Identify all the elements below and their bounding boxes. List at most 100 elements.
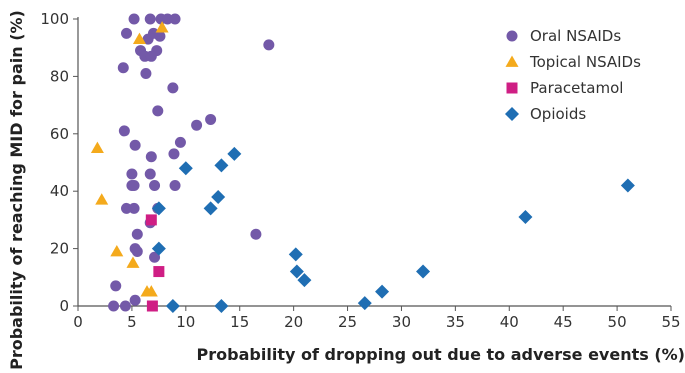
oral-nsaids-point xyxy=(128,202,140,214)
oral-nsaids-point xyxy=(119,300,131,312)
oral-nsaids-point xyxy=(140,68,152,80)
opioids-point xyxy=(178,161,193,176)
opioids-point xyxy=(288,247,303,262)
oral-nsaids-point xyxy=(250,228,262,240)
opioids-point xyxy=(297,273,312,288)
topical-nsaids-point xyxy=(90,141,104,154)
oral-nsaids-point xyxy=(131,228,143,240)
opioids-point xyxy=(375,284,390,299)
paracetamol-point xyxy=(153,266,165,278)
opioids-point xyxy=(289,264,304,279)
opioids-point xyxy=(357,296,372,311)
oral-nsaids-point xyxy=(121,202,133,214)
oral-nsaids-point xyxy=(110,280,122,292)
opioids-point xyxy=(227,146,242,161)
series-paracetamol xyxy=(145,214,165,312)
oral-nsaids-point xyxy=(129,139,141,151)
legend-label-oral-nsaids: Oral NSAIDs xyxy=(530,27,621,45)
legend-label-topical-nsaids: Topical NSAIDs xyxy=(529,53,641,71)
legend-marker-paracetamol xyxy=(506,82,518,94)
oral-nsaids-point xyxy=(118,125,130,137)
opioids-point xyxy=(214,158,229,173)
legend-label-paracetamol: Paracetamol xyxy=(530,79,623,97)
tick-marks xyxy=(73,18,672,311)
x-tick-label: 55 xyxy=(661,313,680,331)
x-tick-label: 25 xyxy=(338,313,357,331)
x-axis-label: Probability of dropping out due to adver… xyxy=(197,345,685,364)
oral-nsaids-point xyxy=(168,148,180,160)
oral-nsaids-point xyxy=(131,245,143,257)
oral-nsaids-point xyxy=(128,13,140,25)
legend-label-opioids: Opioids xyxy=(530,105,586,123)
opioids-point xyxy=(211,189,226,204)
y-tick-label: 100 xyxy=(40,10,69,28)
oral-nsaids-point xyxy=(144,13,156,25)
y-tick-label: 40 xyxy=(50,182,69,200)
legend-item-paracetamol: Paracetamol xyxy=(506,79,623,97)
oral-nsaids-point xyxy=(108,300,120,312)
x-tick-label: 45 xyxy=(554,313,573,331)
topical-nsaids-point xyxy=(126,256,140,268)
oral-nsaids-point xyxy=(126,168,138,180)
oral-nsaids-point xyxy=(174,136,186,148)
oral-nsaids-point xyxy=(169,179,181,191)
oral-nsaids-point xyxy=(145,151,157,163)
series-topical-nsaids xyxy=(90,21,169,297)
y-tick-label: 60 xyxy=(50,125,69,143)
oral-nsaids-point xyxy=(121,27,133,39)
x-tick-label: 35 xyxy=(446,313,465,331)
legend-item-topical-nsaids: Topical NSAIDs xyxy=(505,53,641,71)
opioids-point xyxy=(416,264,431,279)
oral-nsaids-point xyxy=(144,168,156,180)
topical-nsaids-point xyxy=(144,285,158,297)
topical-nsaids-point xyxy=(95,193,109,205)
legend-marker-opioids xyxy=(505,107,519,121)
series-opioids xyxy=(151,146,635,313)
y-tick-label: 0 xyxy=(59,297,69,315)
opioids-point xyxy=(518,210,533,225)
data-points xyxy=(90,13,635,313)
opioids-point xyxy=(165,299,180,313)
topical-nsaids-point xyxy=(110,244,124,257)
x-tick-label: 10 xyxy=(176,313,195,331)
topical-nsaids-point xyxy=(155,21,169,33)
x-tick-label: 20 xyxy=(284,313,303,331)
oral-nsaids-point xyxy=(149,251,161,263)
topical-nsaids-point xyxy=(132,32,146,44)
opioids-point xyxy=(151,241,166,256)
opioids-point xyxy=(620,178,635,193)
x-tick-label: 50 xyxy=(608,313,627,331)
oral-nsaids-point xyxy=(161,13,173,25)
oral-nsaids-point xyxy=(169,13,181,25)
oral-nsaids-point xyxy=(129,294,141,306)
tick-labels: 0 5 10 15 20 25 30 35 40 45 50 55 0 20 40 60 80 100 xyxy=(40,10,680,331)
legend-marker-oral-nsaids xyxy=(506,30,518,42)
x-tick-label: 30 xyxy=(392,313,411,331)
opioids-point xyxy=(151,201,166,216)
y-axis-label: Probability of reaching MID for pain (%) xyxy=(7,10,26,370)
paracetamol-point xyxy=(146,300,158,312)
legend-marker-topical-nsaids xyxy=(505,55,519,67)
x-tick-label: 5 xyxy=(127,313,137,331)
legend-item-oral-nsaids: Oral NSAIDs xyxy=(506,27,621,45)
opioids-point xyxy=(203,201,218,216)
oral-nsaids-point xyxy=(167,82,179,94)
y-tick-label: 80 xyxy=(50,67,69,85)
x-tick-label: 40 xyxy=(500,313,519,331)
y-tick-label: 20 xyxy=(50,240,69,258)
x-tick-label: 0 xyxy=(73,313,83,331)
legend: Oral NSAIDs Topical NSAIDs Paracetamol Opio… xyxy=(505,27,641,123)
x-tick-label: 15 xyxy=(230,313,249,331)
opioids-point xyxy=(214,299,229,313)
oral-nsaids-point xyxy=(145,50,157,62)
oral-nsaids-point xyxy=(149,179,161,191)
oral-nsaids-point xyxy=(128,179,140,191)
oral-nsaids-point xyxy=(263,39,275,51)
oral-nsaids-point xyxy=(152,105,164,117)
oral-nsaids-point xyxy=(117,62,129,74)
oral-nsaids-point xyxy=(191,119,203,131)
paracetamol-point xyxy=(145,214,157,226)
oral-nsaids-point xyxy=(205,113,217,125)
legend-item-opioids: Opioids xyxy=(505,105,586,123)
